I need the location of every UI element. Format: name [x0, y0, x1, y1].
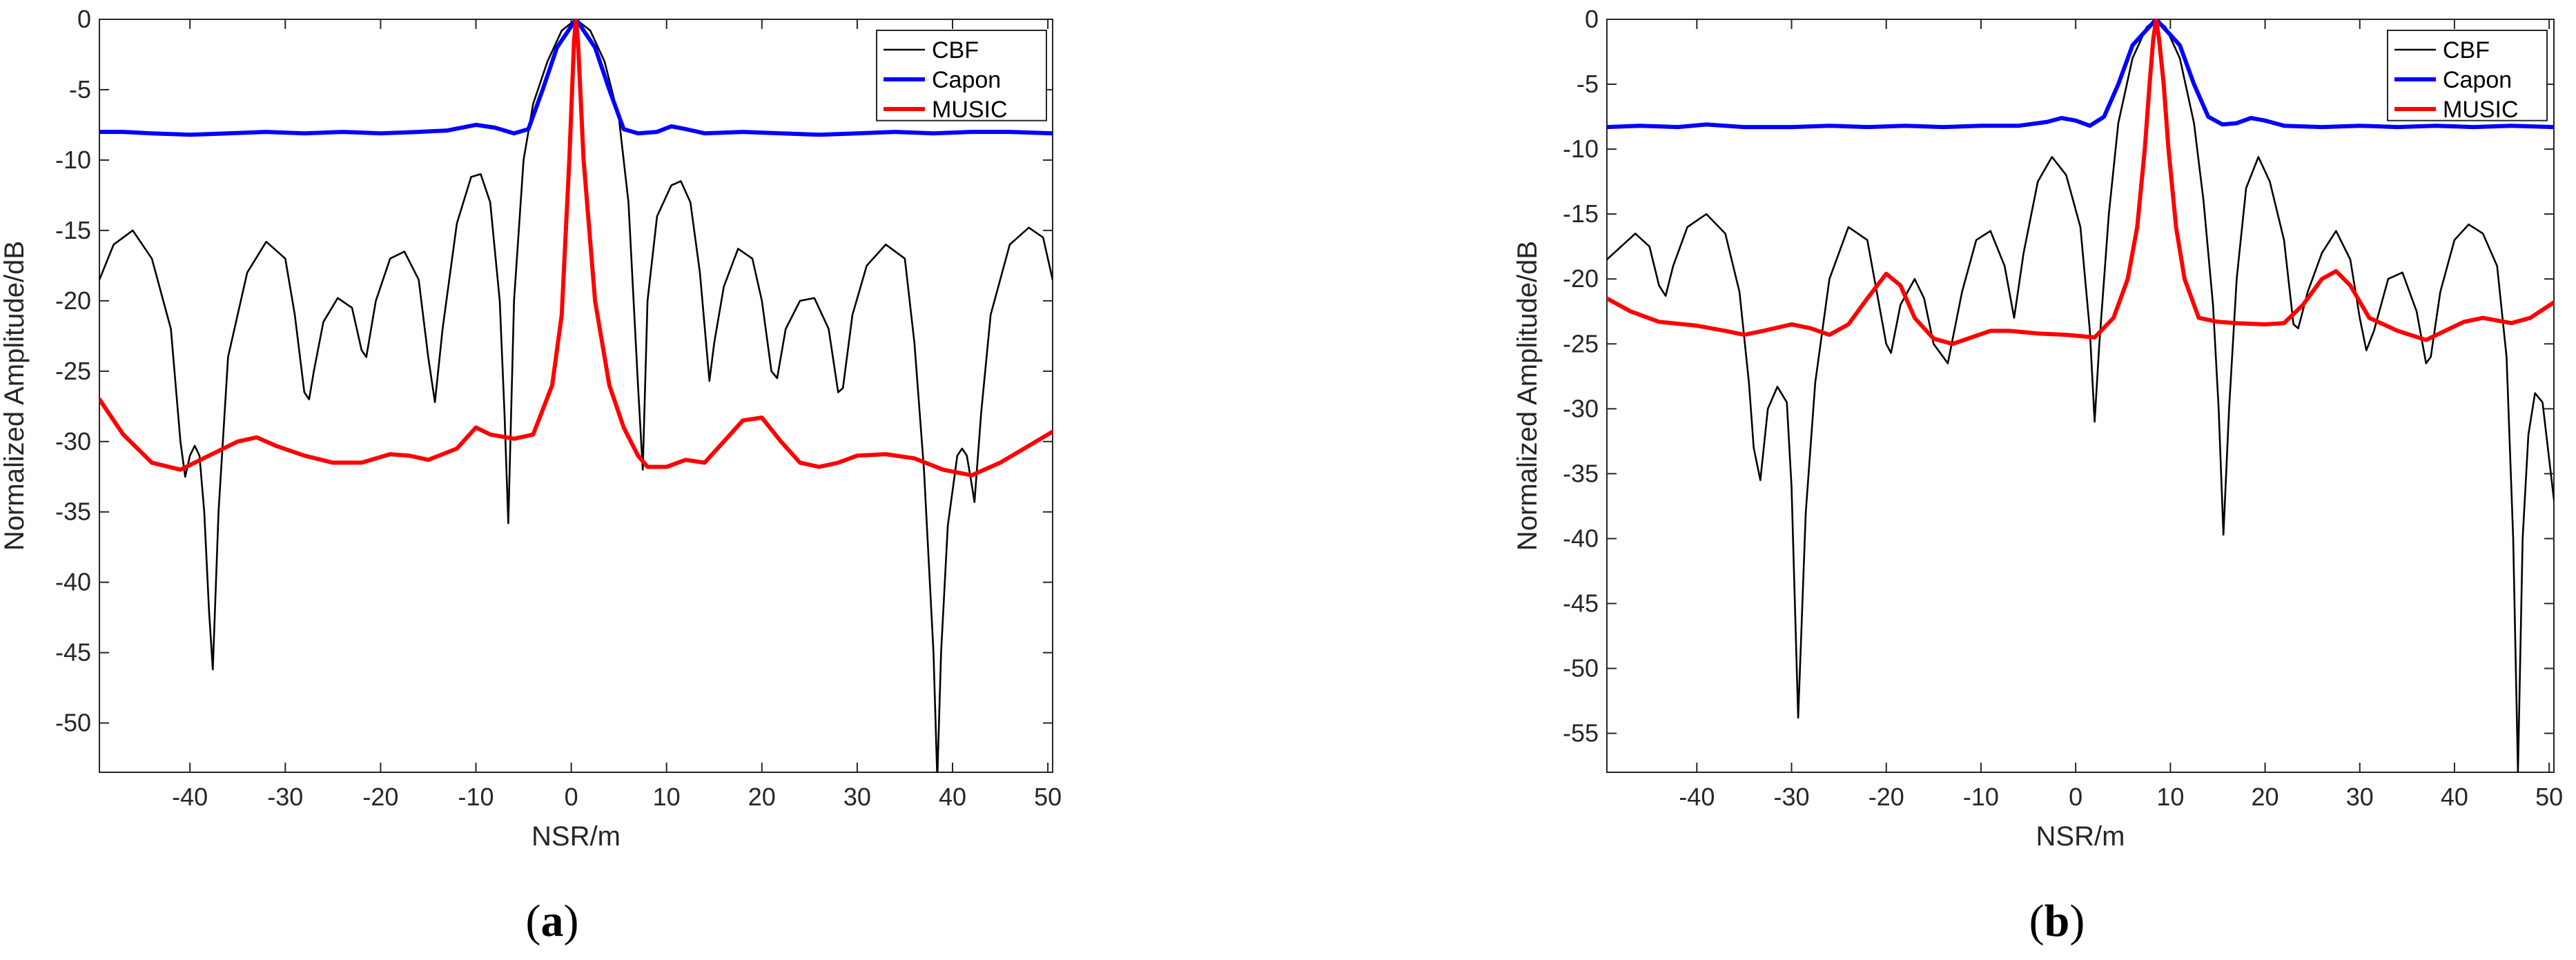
y-tick-label: -20	[55, 286, 91, 315]
y-tick-label: -20	[1563, 264, 1599, 293]
x-tick-label: 20	[2252, 783, 2279, 811]
y-tick-label: -35	[55, 498, 91, 526]
legend-label-cbf: CBF	[932, 37, 979, 63]
y-axis-label: Normalized Amplitude/dB	[1512, 241, 1543, 551]
x-tick-label: 20	[748, 783, 776, 811]
x-tick-label: 0	[565, 783, 578, 811]
plot-area	[99, 19, 1053, 773]
caption-paren-close: )	[564, 896, 579, 946]
y-tick-label: -40	[1563, 524, 1599, 552]
y-tick-label: -5	[69, 75, 91, 104]
y-tick-label: -25	[55, 357, 91, 385]
y-tick-label: 0	[77, 5, 91, 33]
x-tick-label: 50	[2535, 783, 2563, 811]
panel-caption: (a)	[526, 896, 579, 946]
x-tick-label: 10	[2156, 783, 2184, 811]
x-tick-label: 30	[843, 783, 871, 811]
y-tick-label: -15	[1563, 199, 1599, 228]
caption-letter: a	[541, 896, 564, 946]
legend-label-capon: Capon	[2443, 67, 2512, 93]
x-tick-label: -40	[1679, 783, 1715, 811]
y-axis-label: Normalized Amplitude/dB	[0, 241, 30, 551]
legend-label-cbf: CBF	[2443, 37, 2490, 63]
y-tick-label: -50	[55, 709, 91, 737]
series-line-music	[1607, 19, 2554, 346]
x-tick-label: 40	[939, 783, 966, 811]
caption-paren-open: (	[2029, 896, 2045, 946]
y-tick-label: -30	[55, 427, 91, 455]
y-tick-label: -10	[55, 146, 91, 174]
chart-panel-b: -40 -30 -20 -10 0 10 20 30 40 50 0 -5 -10 -15 -20 -25 -3…	[1512, 5, 2563, 946]
caption-letter: b	[2045, 896, 2070, 946]
y-tick-label: -55	[1563, 719, 1599, 747]
y-tick-label: -45	[1563, 589, 1599, 617]
series-line-cbf	[1607, 19, 2554, 772]
legend-box	[2387, 30, 2548, 121]
legend-label-music: MUSIC	[2443, 97, 2519, 123]
y-tick-label: -40	[55, 568, 91, 596]
series-line-capon	[1607, 19, 2554, 130]
x-axis-label: NSR/m	[531, 821, 621, 852]
y-tick-label: -5	[1577, 70, 1599, 98]
y-tick-label: -15	[55, 216, 91, 244]
y-tick-label: 0	[1585, 5, 1599, 33]
x-axis-label: NSR/m	[2036, 821, 2125, 852]
legend-box	[876, 30, 1047, 121]
series-group	[1607, 19, 2554, 772]
x-tick-label: 30	[2346, 783, 2374, 811]
x-tick-label: 50	[1034, 783, 1062, 811]
series-line-music	[99, 19, 1053, 478]
y-tick-label: -35	[1563, 459, 1599, 487]
y-tick-label: -50	[1563, 654, 1599, 683]
plot-area	[1606, 19, 2555, 773]
x-tick-label: 0	[2069, 783, 2082, 811]
y-tick-label: -25	[1563, 329, 1599, 357]
x-tick-label: -20	[1868, 783, 1904, 811]
series-line-cbf	[99, 19, 1053, 772]
y-tick-label: -30	[1563, 394, 1599, 422]
series-group	[99, 19, 1053, 772]
y-tick-label: -10	[1563, 135, 1599, 163]
y-tick-label: -45	[55, 638, 91, 667]
x-tick-label: -10	[458, 783, 494, 811]
caption-paren-open: (	[526, 896, 541, 946]
legend-label-music: MUSIC	[932, 97, 1008, 123]
legend-label-capon: Capon	[932, 67, 1001, 93]
x-tick-label: -30	[267, 783, 303, 811]
x-tick-label: -10	[1963, 783, 1999, 811]
x-tick-label: 10	[653, 783, 681, 811]
x-tick-label: -30	[1774, 783, 1810, 811]
caption-paren-close: )	[2069, 896, 2085, 946]
panel-caption: (b)	[2029, 896, 2085, 946]
x-tick-label: 40	[2441, 783, 2468, 811]
chart-panel-a: -40 -30 -20 -10 0 10 20 30 40 50 0 -5 -10 -15 -20 -25 -3…	[0, 5, 1062, 946]
x-tick-label: -40	[172, 783, 208, 811]
series-line-capon	[99, 19, 1053, 137]
x-tick-label: -20	[362, 783, 398, 811]
